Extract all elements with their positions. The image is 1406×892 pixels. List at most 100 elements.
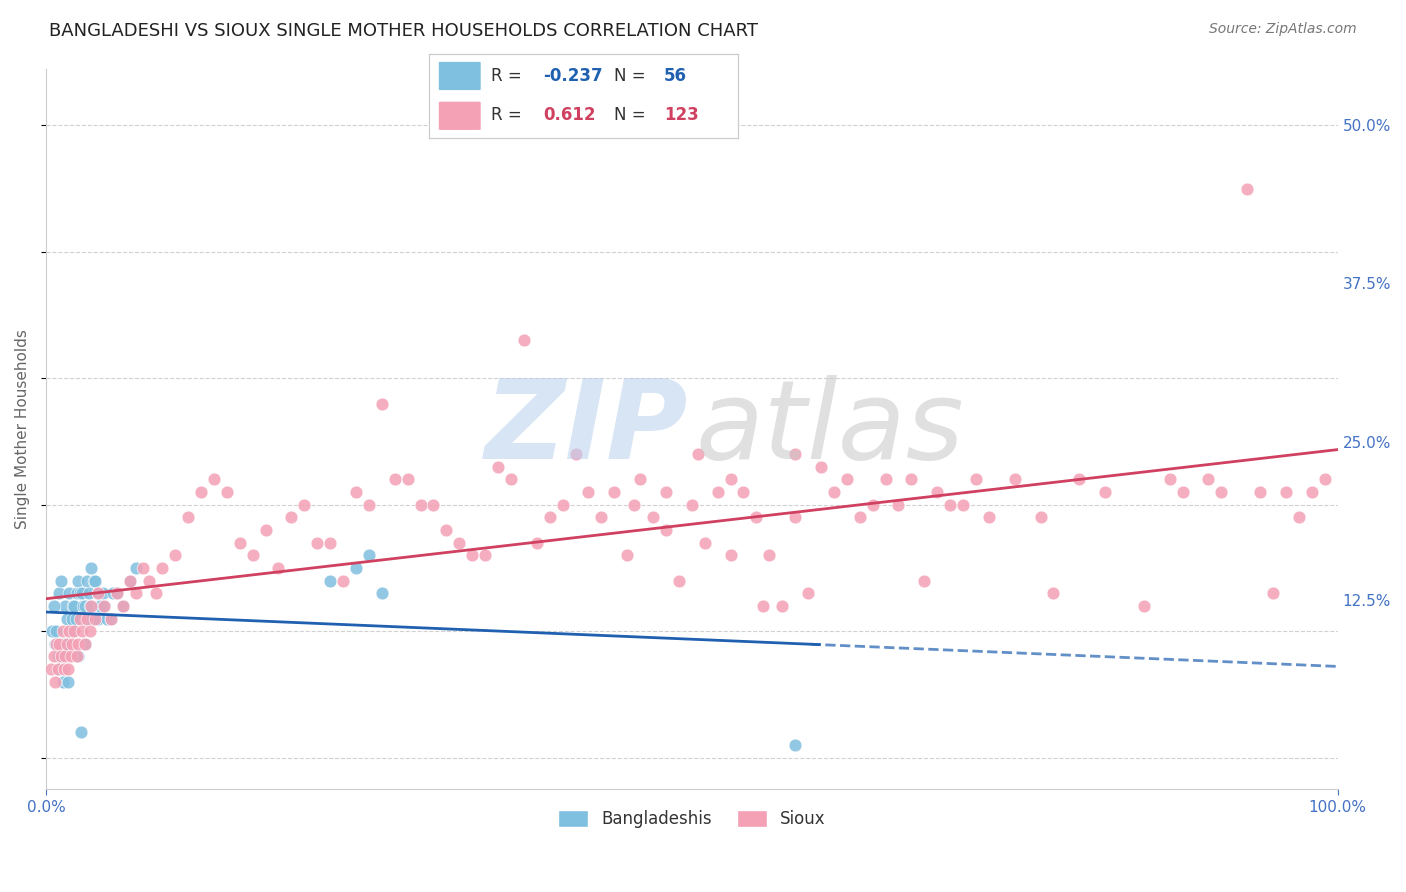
Point (93, 599, 115, 613)
Point (887, 498, 910, 512)
Point (67, 574, 90, 588)
Point (603, 485, 626, 500)
Point (591, 510, 613, 524)
Point (145, 586, 167, 600)
Point (118, 574, 141, 588)
Point (357, 498, 380, 512)
Point (53, 649, 76, 664)
Point (1042, 586, 1064, 600)
Point (616, 549, 638, 563)
Point (332, 574, 354, 588)
Point (105, 586, 128, 600)
Point (912, 574, 935, 588)
Text: N =: N = (614, 106, 645, 124)
Point (41, 624, 63, 639)
Point (112, 599, 135, 613)
Point (319, 574, 342, 588)
Point (720, 549, 742, 563)
Point (59, 649, 82, 664)
Point (75, 611, 97, 625)
Point (706, 485, 728, 500)
Text: -0.237: -0.237 (543, 67, 603, 85)
Point (668, 574, 690, 588)
Point (344, 485, 367, 500)
Point (835, 472, 858, 486)
Point (67, 637, 90, 651)
Point (681, 498, 703, 512)
Point (46, 662, 69, 676)
Text: R =: R = (491, 106, 522, 124)
Point (551, 498, 574, 512)
FancyBboxPatch shape (439, 101, 481, 130)
Point (1275, 485, 1298, 500)
Point (48, 586, 70, 600)
Point (1133, 599, 1156, 613)
Point (67, 649, 90, 664)
Point (96, 611, 118, 625)
Point (422, 498, 444, 512)
Point (688, 447, 710, 461)
Point (42, 599, 65, 613)
Point (53, 662, 76, 676)
Point (1313, 472, 1336, 486)
Point (1094, 485, 1116, 500)
Point (84, 574, 107, 588)
Point (1261, 586, 1284, 600)
Point (733, 485, 755, 500)
Point (449, 535, 471, 549)
Point (73, 637, 96, 651)
Point (538, 510, 561, 524)
Point (100, 611, 122, 625)
Point (125, 561, 148, 575)
Point (73, 637, 96, 651)
Point (384, 472, 406, 486)
Point (486, 459, 509, 474)
Point (91, 586, 114, 600)
Point (1288, 510, 1310, 524)
Point (72, 599, 94, 613)
Point (82, 611, 104, 625)
Point (578, 485, 600, 500)
Point (499, 472, 522, 486)
Point (39, 662, 62, 676)
Point (69, 586, 91, 600)
Point (810, 459, 832, 474)
Point (409, 498, 432, 512)
Point (693, 535, 716, 549)
Point (66, 649, 89, 664)
Point (745, 510, 768, 524)
Point (132, 561, 155, 575)
Point (51, 649, 73, 664)
Point (77, 586, 100, 600)
Point (52, 674, 75, 689)
Y-axis label: Single Mother Households: Single Mother Households (15, 329, 30, 529)
Point (73, 599, 96, 613)
Point (977, 510, 1000, 524)
Point (720, 472, 742, 486)
Point (60, 624, 83, 639)
Point (752, 599, 775, 613)
Point (371, 586, 394, 600)
Point (1004, 472, 1026, 486)
Point (55, 637, 77, 651)
Point (655, 523, 678, 537)
Point (49, 662, 72, 676)
FancyBboxPatch shape (439, 62, 481, 91)
Point (63, 624, 86, 639)
Point (434, 523, 457, 537)
Point (105, 586, 128, 600)
Text: N =: N = (614, 67, 645, 85)
Point (965, 472, 987, 486)
Point (900, 472, 922, 486)
Point (86, 586, 108, 600)
Point (100, 611, 122, 625)
Point (267, 561, 290, 575)
Text: Source: ZipAtlas.com: Source: ZipAtlas.com (1209, 22, 1357, 37)
Point (86, 611, 108, 625)
Point (242, 549, 264, 563)
Point (65, 611, 87, 625)
Point (60, 637, 83, 651)
Point (1159, 472, 1181, 486)
Point (70, 624, 93, 639)
Point (862, 498, 884, 512)
